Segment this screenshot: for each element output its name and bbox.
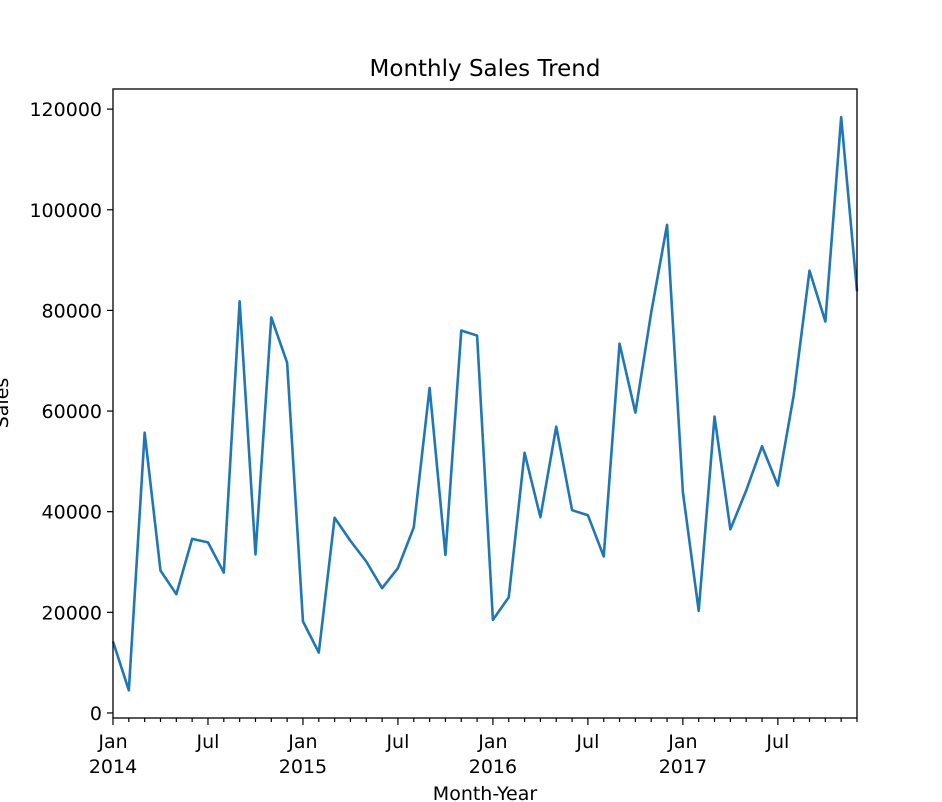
x-tick-label: Jan (477, 731, 507, 753)
x-axis-label: Month-Year (433, 783, 538, 802)
x-axis: Jan 2014 Jul Jan 2015 Jul Jan 2016 Jul Jan 2017 Jul (89, 718, 858, 778)
y-tick-label: 60000 (42, 401, 102, 423)
y-tick-label: 100000 (29, 200, 102, 222)
x-tick-label: Jan (97, 731, 127, 753)
series-line (111, 115, 859, 692)
plot-area (111, 115, 859, 692)
y-axis-label: Sales (0, 378, 13, 429)
y-tick-label: 80000 (42, 300, 102, 322)
chart-title: Monthly Sales Trend (370, 56, 601, 82)
y-axis: 0 20000 40000 60000 80000 100000 120000 (29, 99, 113, 725)
x-tick-label: Jul (575, 731, 599, 753)
x-tick-year-label: 2015 (279, 756, 327, 778)
x-tick-label: Jul (196, 731, 220, 753)
x-tick-label: Jul (385, 731, 409, 753)
x-tick-year-label: 2017 (659, 756, 707, 778)
y-tick-label: 0 (90, 703, 102, 725)
y-tick-label: 20000 (42, 602, 102, 624)
y-tick-label: 40000 (42, 502, 102, 524)
plot-frame (112, 88, 858, 719)
x-tick-year-label: 2016 (469, 756, 517, 778)
x-tick-label: Jan (287, 731, 317, 753)
y-tick-label: 120000 (29, 99, 102, 121)
x-tick-year-label: 2014 (89, 756, 137, 778)
x-tick-label: Jan (667, 731, 697, 753)
x-tick-label: Jul (765, 731, 789, 753)
